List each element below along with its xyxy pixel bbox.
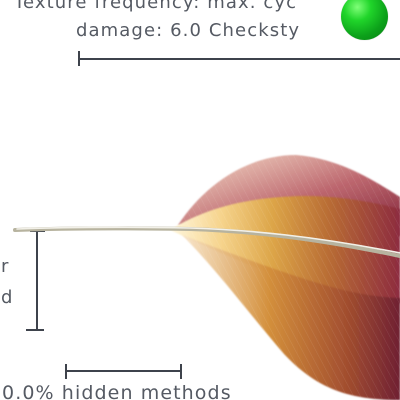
left-annotation-line-2: d xyxy=(1,287,14,308)
feather-shaft xyxy=(13,226,400,258)
feather-barb-texture xyxy=(178,155,400,400)
left-annotation-line-1: r xyxy=(1,256,10,277)
top-annotation-line-2: damage: 6.0 Checksty xyxy=(76,20,301,41)
green-dot-icon xyxy=(341,0,388,40)
top-annotation-line-1: Texture frequency: max. cyc xyxy=(14,0,298,13)
feather-shaft-highlight xyxy=(16,226,400,254)
bottom-annotation: 0.0% hidden methods xyxy=(2,382,232,400)
